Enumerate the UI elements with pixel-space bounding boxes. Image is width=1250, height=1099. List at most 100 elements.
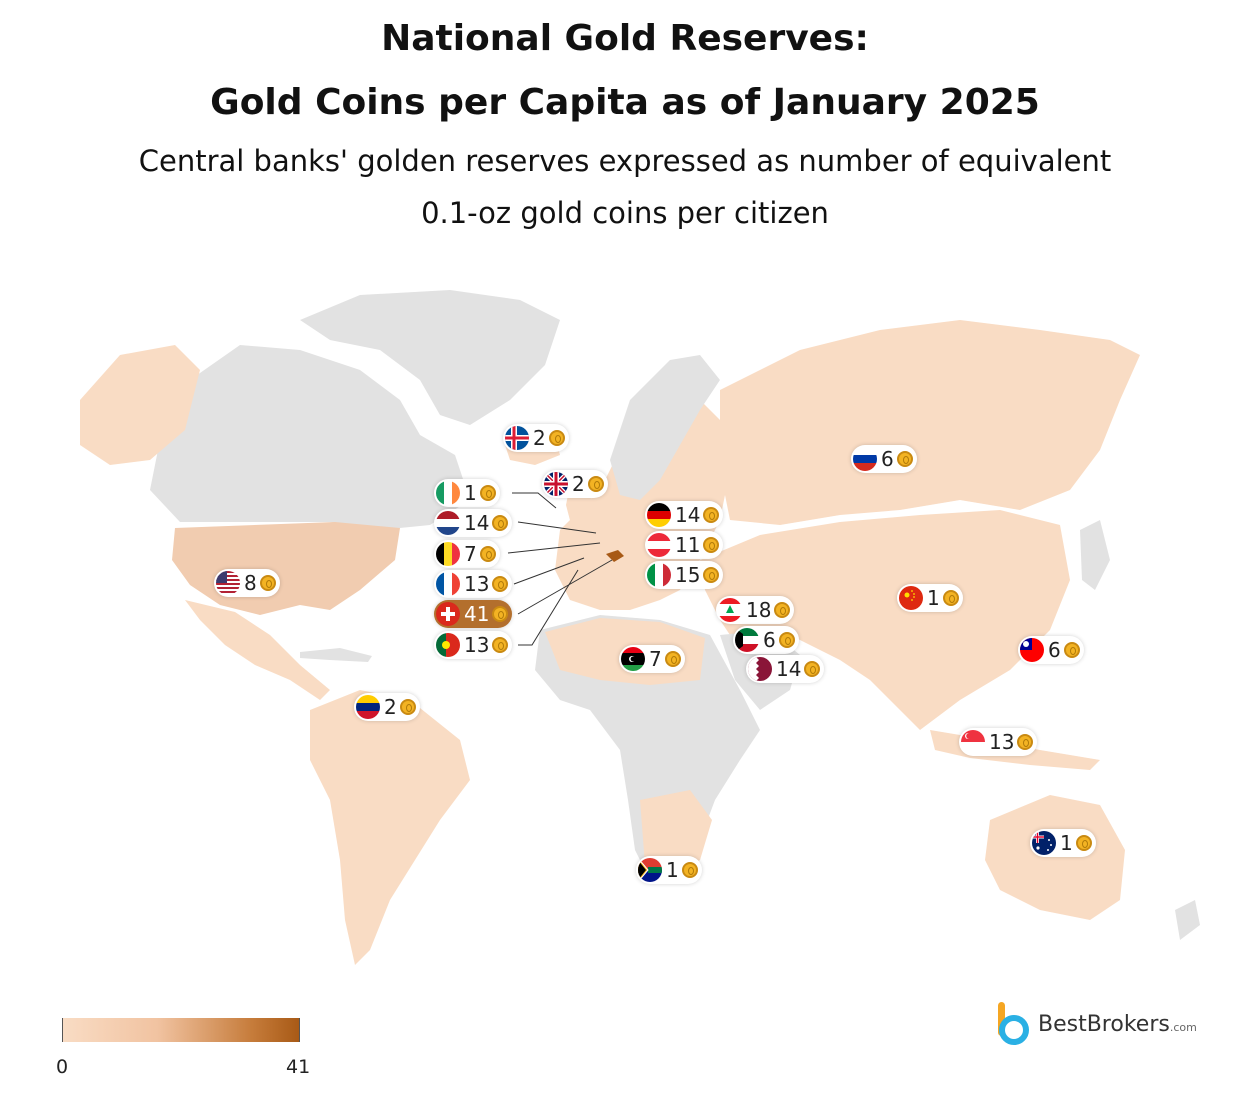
marker-australia[interactable]: 1	[1030, 829, 1096, 857]
marker-uk[interactable]: 2	[542, 470, 608, 498]
marker-france[interactable]: 13	[434, 570, 513, 598]
value-libya: 7	[649, 647, 662, 671]
usa-flag-icon	[216, 571, 240, 595]
landmass-caribbean	[300, 648, 372, 662]
value-france: 13	[464, 572, 490, 596]
landmass-scandinavia	[610, 355, 720, 500]
value-qatar: 14	[776, 657, 802, 681]
marker-italy[interactable]: 15	[645, 561, 724, 589]
australia-flag-icon	[1032, 831, 1056, 855]
coin-icon	[1017, 734, 1034, 750]
value-portugal: 13	[464, 633, 490, 657]
marker-lebanon[interactable]: 18	[716, 596, 795, 624]
marker-south-africa[interactable]: 1	[636, 856, 702, 884]
leader-netherlands	[517, 521, 597, 534]
title-line-1: National Gold Reserves:	[381, 18, 869, 59]
landmass-greenland	[300, 290, 560, 425]
uk-flag-icon	[544, 472, 568, 496]
value-italy: 15	[675, 563, 701, 587]
value-switzerland: 41	[464, 602, 490, 626]
marker-russia[interactable]: 6	[851, 445, 917, 473]
netherlands-flag-icon	[436, 511, 460, 535]
china-flag-icon	[899, 586, 923, 610]
brand-name: BestBrokers.com	[1038, 1012, 1197, 1037]
brand-suffix: .com	[1169, 1020, 1197, 1034]
landmass-alaska	[80, 345, 200, 465]
france-flag-icon	[436, 572, 460, 596]
landmass-russia	[720, 320, 1140, 525]
belgium-flag-icon	[436, 542, 460, 566]
kuwait-flag-icon	[735, 628, 759, 652]
landmass-asia	[700, 510, 1070, 730]
subtitle-line-2: 0.1-oz gold coins per citizen	[421, 196, 829, 230]
marker-libya[interactable]: 7	[619, 645, 685, 673]
marker-germany[interactable]: 14	[645, 501, 724, 529]
coin-icon	[778, 632, 795, 648]
marker-kuwait[interactable]: 6	[733, 626, 799, 654]
marker-usa[interactable]: 8	[214, 569, 280, 597]
value-south-africa: 1	[666, 858, 679, 882]
legend-min-label: 0	[56, 1056, 69, 1078]
landmass-canada	[150, 345, 470, 530]
coin-icon	[492, 606, 509, 622]
coin-icon	[1063, 642, 1080, 658]
coin-icon	[492, 637, 509, 653]
coin-icon	[703, 537, 720, 553]
landmass-australia	[985, 795, 1125, 920]
leader-belgium	[507, 542, 601, 554]
leader-ireland	[512, 492, 557, 509]
marker-ireland[interactable]: 1	[434, 479, 500, 507]
taiwan-flag-icon	[1020, 638, 1044, 662]
coin-icon	[664, 651, 681, 667]
color-scale-legend	[62, 1018, 300, 1042]
value-russia: 6	[881, 447, 894, 471]
coin-icon	[1075, 835, 1092, 851]
coin-icon	[492, 515, 509, 531]
marker-qatar[interactable]: 14	[746, 655, 825, 683]
iceland-flag-icon	[505, 426, 529, 450]
value-belgium: 7	[464, 542, 477, 566]
landmass-new-zealand	[1175, 900, 1200, 940]
marker-switzerland[interactable]: 41	[434, 600, 513, 628]
value-lebanon: 18	[746, 598, 772, 622]
value-iceland: 2	[533, 426, 546, 450]
value-china: 1	[927, 586, 940, 610]
leader-france	[513, 557, 585, 585]
bestbrokers-logo-icon	[998, 1002, 1029, 1045]
coin-icon	[548, 430, 565, 446]
coin-icon	[896, 451, 913, 467]
coin-icon	[587, 476, 604, 492]
value-usa: 8	[244, 571, 257, 595]
subtitle-line-1: Central banks' golden reserves expressed…	[138, 144, 1112, 178]
lebanon-flag-icon	[718, 598, 742, 622]
value-singapore: 13	[989, 730, 1015, 754]
coin-icon	[399, 699, 416, 715]
portugal-flag-icon	[436, 633, 460, 657]
south-africa-flag-icon	[638, 858, 662, 882]
value-netherlands: 14	[464, 511, 490, 535]
leader-switzerland	[517, 559, 613, 615]
ireland-flag-icon	[436, 481, 460, 505]
marker-portugal[interactable]: 13	[434, 631, 513, 659]
coin-icon	[681, 862, 698, 878]
value-kuwait: 6	[763, 628, 776, 652]
marker-china[interactable]: 1	[897, 584, 963, 612]
marker-taiwan[interactable]: 6	[1018, 636, 1084, 664]
brand-name-text: BestBrokers	[1038, 1011, 1170, 1037]
coin-icon	[774, 602, 791, 618]
italy-flag-icon	[647, 563, 671, 587]
marker-netherlands[interactable]: 14	[434, 509, 513, 537]
value-austria: 11	[675, 533, 701, 557]
switzerland-flag-icon	[436, 602, 460, 626]
value-taiwan: 6	[1048, 638, 1061, 662]
marker-singapore[interactable]: 13	[959, 728, 1038, 756]
value-australia: 1	[1060, 831, 1073, 855]
marker-austria[interactable]: 11	[645, 531, 724, 559]
marker-venezuela[interactable]: 2	[354, 693, 420, 721]
marker-belgium[interactable]: 7	[434, 540, 500, 568]
value-uk: 2	[572, 472, 585, 496]
marker-iceland[interactable]: 2	[503, 424, 569, 452]
coin-icon	[259, 575, 276, 591]
venezuela-flag-icon	[356, 695, 380, 719]
